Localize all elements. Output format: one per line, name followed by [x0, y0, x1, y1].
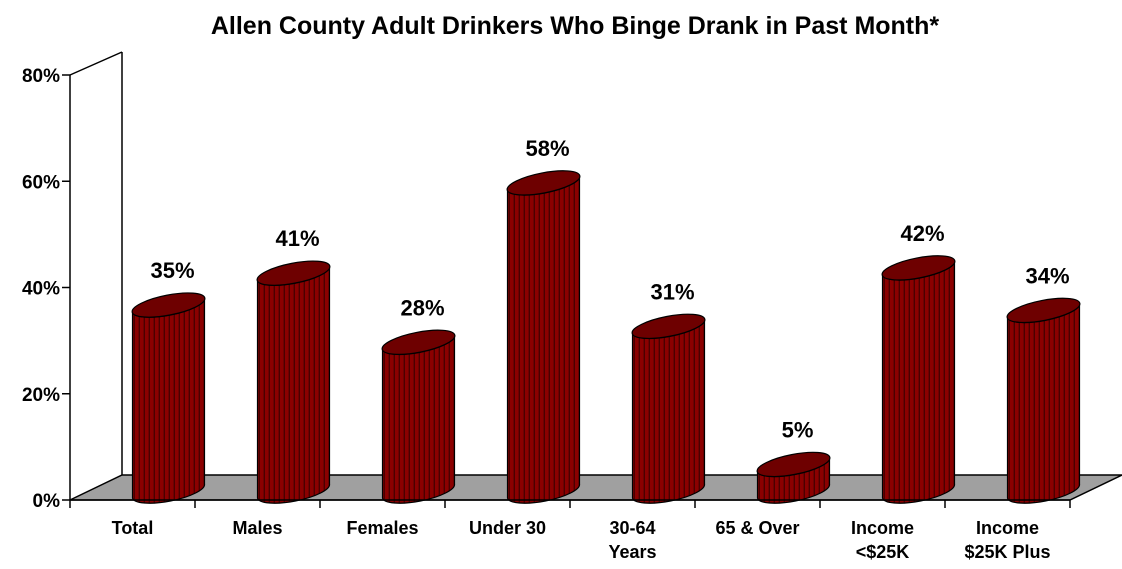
y-tick-label: 60%: [22, 172, 60, 193]
bar: 41%: [256, 226, 331, 504]
bar-body: [381, 335, 456, 504]
bar: 42%: [881, 221, 956, 504]
bar-top: [1006, 297, 1081, 324]
bar-body: [631, 319, 706, 504]
x-category-label: Females: [346, 518, 418, 538]
bar-top: [631, 313, 706, 340]
data-label: 35%: [150, 258, 194, 283]
y-tick-label: 40%: [22, 279, 60, 300]
x-category-label: Total: [112, 518, 154, 538]
x-category-label: 30-64 Years: [608, 518, 656, 562]
top-edge: [69, 51, 123, 76]
data-label: 34%: [1025, 263, 1069, 288]
bar: 31%: [631, 279, 706, 504]
data-label: 28%: [400, 295, 444, 320]
bar-body: [1006, 303, 1081, 504]
x-category-label: Income <$25K: [851, 518, 914, 562]
bar-top: [131, 292, 206, 318]
y-tick-label: 80%: [22, 66, 60, 87]
data-label: 31%: [650, 279, 694, 304]
bar-body: [506, 175, 581, 504]
bars-layer: 35% 41% 28% 58% 31% 5% 42% 34%: [131, 136, 1081, 504]
bar-top: [756, 451, 831, 478]
data-label: 41%: [275, 226, 319, 251]
bar: 34%: [1006, 263, 1081, 504]
bar-body: [131, 297, 206, 504]
y-axis: 0% 20% 40% 60% 80%: [22, 66, 71, 512]
bar: 35%: [131, 258, 206, 504]
bar: 28%: [381, 295, 456, 504]
y-tick-label: 20%: [22, 385, 60, 406]
bar: 5%: [756, 417, 831, 504]
bar-top: [881, 255, 956, 281]
chart-walls: [69, 51, 1122, 501]
bar-top: [506, 170, 581, 196]
data-label: 58%: [525, 136, 569, 161]
bar-body: [256, 266, 331, 504]
bar-top: [381, 329, 456, 355]
data-label: 42%: [900, 221, 944, 246]
chart-title: Allen County Adult Drinkers Who Binge Dr…: [211, 12, 940, 40]
x-category-label: Income $25K Plus: [964, 518, 1050, 562]
bar: 58%: [506, 136, 581, 504]
bar-top: [256, 260, 331, 286]
x-category-label: Under 30: [469, 518, 546, 538]
x-axis: Total Males Females Under 30 30-64 Years 65 & …: [69, 499, 1071, 562]
x-category-label: 65 & Over: [715, 518, 799, 538]
bar-body: [881, 260, 956, 504]
x-category-label: Males: [232, 518, 282, 538]
data-label: 5%: [782, 417, 814, 442]
y-tick-label: 0%: [33, 491, 61, 512]
chart-floor: [69, 474, 1122, 501]
